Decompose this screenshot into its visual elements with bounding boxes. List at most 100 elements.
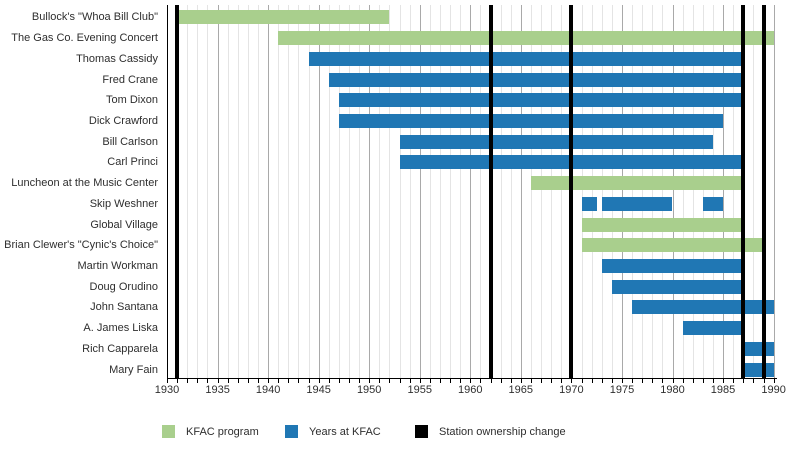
gridline-1983 bbox=[702, 5, 704, 378]
x-tick-label: 1945 bbox=[306, 384, 331, 396]
x-tick bbox=[632, 379, 634, 383]
x-tick bbox=[460, 379, 462, 383]
x-tick bbox=[571, 379, 573, 383]
x-tick bbox=[692, 379, 694, 383]
x-tick-label: 1940 bbox=[255, 384, 281, 396]
gridline-1948 bbox=[349, 5, 350, 378]
timeline-bar bbox=[743, 341, 774, 356]
row-label: Skip Weshner bbox=[89, 197, 158, 210]
gridline-1973 bbox=[601, 5, 603, 378]
x-tick bbox=[227, 379, 229, 383]
timeline-bar bbox=[308, 51, 744, 66]
gridline-1972 bbox=[591, 5, 593, 378]
x-tick bbox=[662, 379, 664, 383]
gridline-1939 bbox=[258, 5, 259, 378]
x-tick bbox=[338, 379, 340, 383]
legend-label-years-at-kfac: Years at KFAC bbox=[309, 425, 381, 438]
x-tick bbox=[237, 379, 239, 383]
gridline-1977 bbox=[642, 5, 644, 378]
x-tick bbox=[622, 379, 623, 383]
x-tick bbox=[288, 379, 290, 383]
x-tick bbox=[440, 379, 441, 383]
kfac-program-swatch bbox=[162, 425, 175, 438]
x-tick bbox=[551, 379, 553, 383]
row-label: Bill Carlson bbox=[102, 135, 158, 148]
x-tick bbox=[773, 379, 775, 383]
x-tick bbox=[399, 379, 401, 383]
x-tick bbox=[642, 379, 644, 383]
timeline-bar bbox=[682, 321, 744, 336]
x-tick-label: 1930 bbox=[154, 384, 180, 396]
x-tick bbox=[682, 379, 684, 383]
gridline-1984 bbox=[712, 5, 714, 378]
x-tick bbox=[450, 379, 452, 383]
plot-area bbox=[167, 5, 777, 378]
gridline-1944 bbox=[308, 5, 310, 378]
x-tick bbox=[581, 379, 583, 383]
x-tick bbox=[349, 379, 350, 383]
gridline-1960 bbox=[470, 5, 472, 378]
x-tick bbox=[723, 379, 724, 383]
gridline-1988 bbox=[753, 5, 755, 378]
gridline-1936 bbox=[227, 5, 229, 378]
gridline-1953 bbox=[399, 5, 401, 378]
timeline-bar bbox=[611, 279, 744, 294]
legend-label-ownership-change: Station ownership change bbox=[439, 425, 566, 438]
x-tick bbox=[308, 379, 310, 383]
x-tick bbox=[409, 379, 411, 383]
x-tick bbox=[328, 379, 330, 383]
x-tick bbox=[470, 379, 472, 383]
ownership-change-line bbox=[488, 5, 493, 378]
row-label: Rich Capparela bbox=[82, 342, 158, 355]
x-tick-label: 1965 bbox=[508, 384, 534, 396]
gridline-1967 bbox=[541, 5, 543, 378]
timeline-bar bbox=[632, 300, 774, 315]
timeline-bar bbox=[581, 196, 597, 211]
row-label: Doug Orudino bbox=[89, 280, 159, 293]
x-tick bbox=[712, 379, 714, 383]
row-label: Tom Dixon bbox=[106, 94, 158, 107]
row-label: Martin Workman bbox=[77, 260, 158, 272]
gridline-1932 bbox=[187, 5, 189, 378]
x-tick bbox=[258, 379, 259, 383]
legend-item-years-at-kfac: Years at KFAC bbox=[285, 425, 381, 438]
timeline-bar bbox=[338, 114, 724, 128]
gridline-1951 bbox=[379, 5, 381, 378]
x-tick bbox=[733, 379, 735, 383]
row-label: A. James Liska bbox=[83, 322, 158, 335]
gridline-1943 bbox=[298, 5, 300, 378]
gridline-1965 bbox=[520, 5, 522, 378]
x-tick-label: 1960 bbox=[458, 384, 483, 396]
gridline-1957 bbox=[440, 5, 441, 378]
ownership-change-line bbox=[741, 5, 746, 378]
timeline-bar bbox=[743, 362, 774, 377]
x-tick bbox=[318, 379, 320, 383]
gridline-1952 bbox=[389, 5, 391, 378]
gridline-1985 bbox=[723, 5, 724, 378]
x-tick bbox=[480, 379, 482, 383]
timeline-bar bbox=[581, 217, 744, 232]
x-tick-label: 1985 bbox=[710, 384, 736, 396]
gridline-1961 bbox=[480, 5, 482, 378]
x-tick bbox=[177, 379, 179, 383]
row-label: Luncheon at the Music Center bbox=[11, 177, 158, 190]
x-tick bbox=[379, 379, 381, 383]
x-tick bbox=[753, 379, 755, 383]
gridline-1959 bbox=[460, 5, 462, 378]
gridline-1978 bbox=[652, 5, 654, 378]
gridline-1945 bbox=[318, 5, 320, 378]
gridline-1975 bbox=[621, 5, 623, 378]
row-label: John Santana bbox=[90, 301, 158, 314]
x-tick bbox=[268, 379, 270, 383]
gridline-1950 bbox=[369, 5, 371, 378]
timeline-bar bbox=[399, 134, 713, 149]
row-label: Thomas Cassidy bbox=[76, 52, 158, 65]
ownership-change-swatch bbox=[415, 425, 428, 438]
x-tick bbox=[541, 379, 543, 383]
gridline-1941 bbox=[278, 5, 280, 378]
gridline-1974 bbox=[611, 5, 613, 378]
gridline-1958 bbox=[450, 5, 452, 378]
gridline-1946 bbox=[328, 5, 330, 378]
x-tick-label: 1980 bbox=[660, 384, 685, 396]
gridline-1982 bbox=[692, 5, 694, 378]
